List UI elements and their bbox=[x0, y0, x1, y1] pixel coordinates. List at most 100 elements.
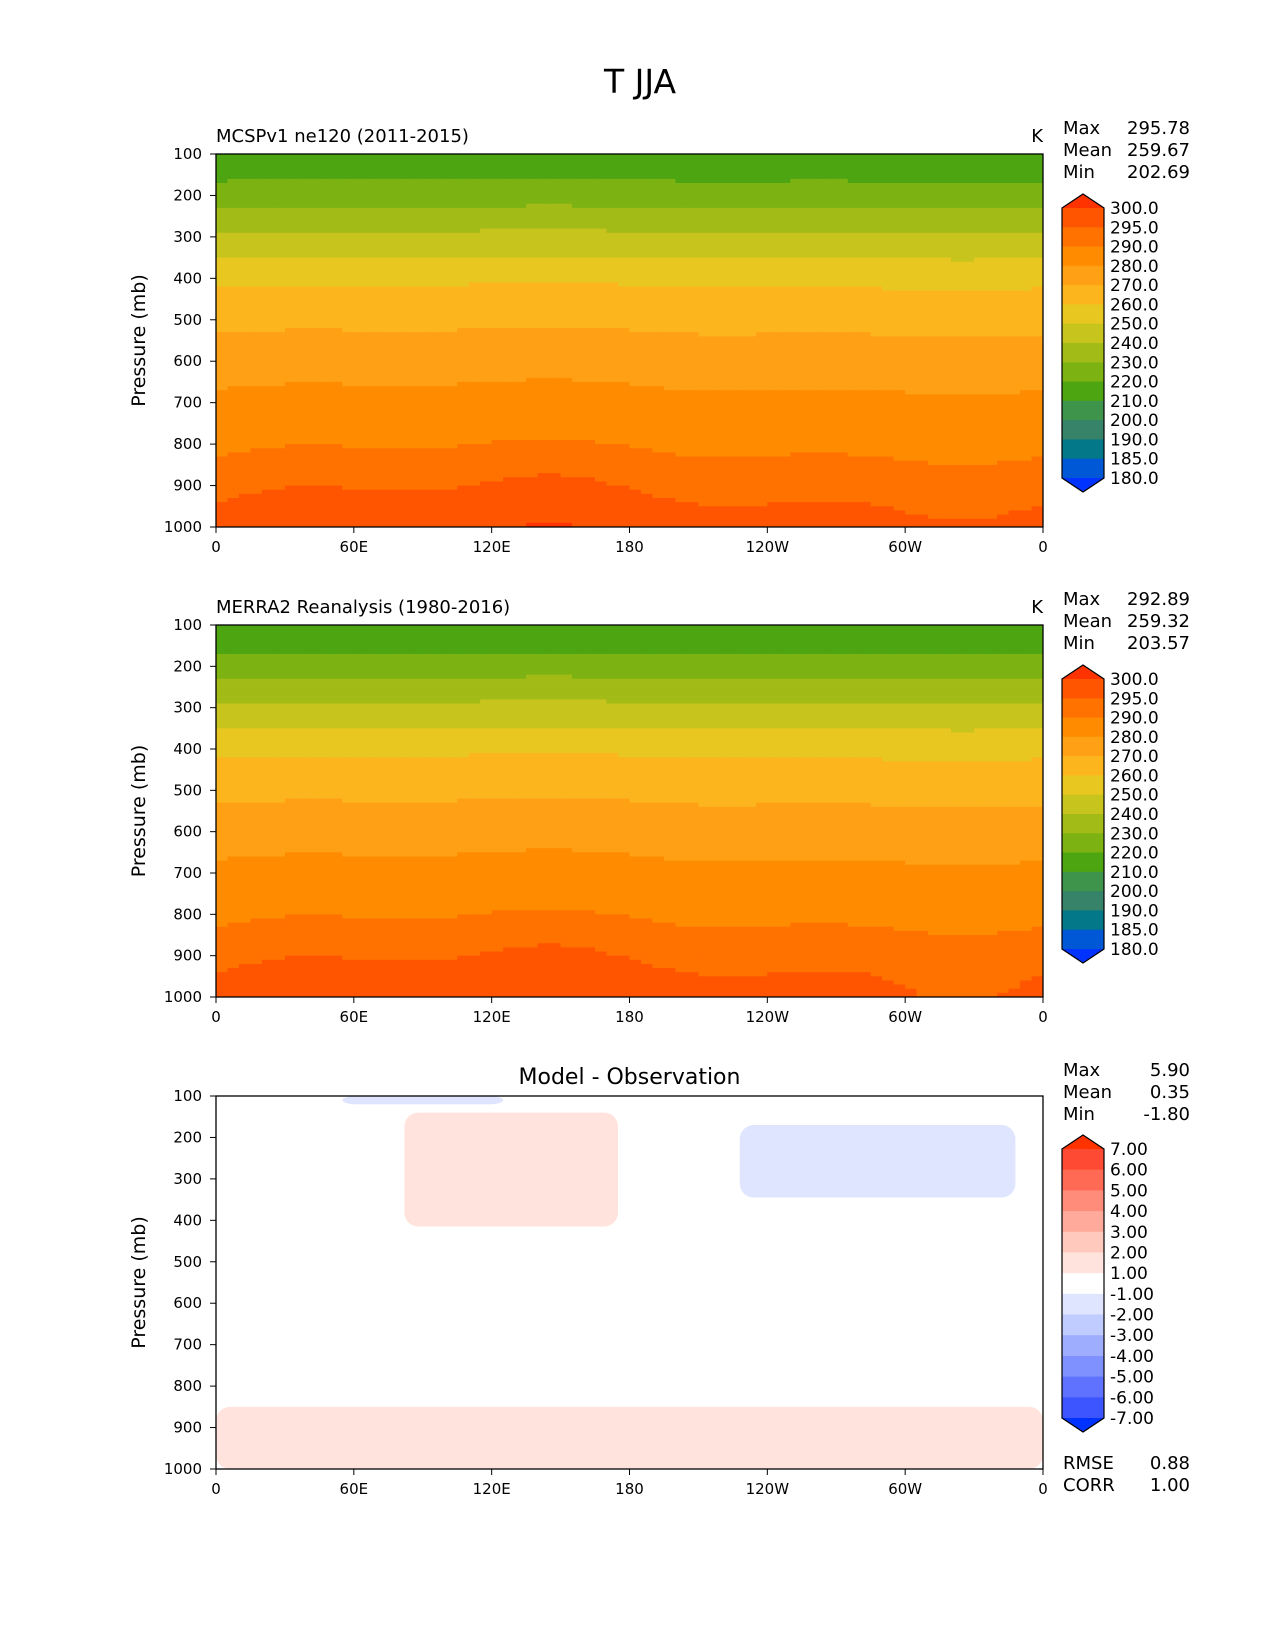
field-cell bbox=[778, 435, 791, 441]
field-cell bbox=[549, 315, 562, 321]
field-cell bbox=[801, 510, 814, 516]
field-cell bbox=[767, 220, 780, 226]
field-cell bbox=[537, 187, 550, 192]
field-cell bbox=[560, 282, 573, 288]
field-cell bbox=[261, 249, 275, 255]
field-cell bbox=[422, 460, 435, 466]
field-cell bbox=[836, 323, 849, 329]
field-cell bbox=[721, 431, 734, 437]
field-cell bbox=[480, 294, 493, 300]
field-cell bbox=[273, 361, 286, 366]
field-cell bbox=[836, 224, 849, 230]
field-cell bbox=[273, 473, 286, 478]
field-cell bbox=[813, 315, 826, 321]
field-cell bbox=[296, 448, 309, 453]
field-cell bbox=[640, 232, 654, 238]
field-cell bbox=[583, 183, 596, 188]
field-cell bbox=[319, 203, 332, 209]
field-cell bbox=[468, 195, 481, 201]
field-cell bbox=[813, 406, 826, 412]
field-cell bbox=[778, 518, 791, 524]
field-cell bbox=[778, 232, 791, 238]
field-cell bbox=[549, 352, 562, 358]
field-cell bbox=[847, 323, 860, 329]
field-cell bbox=[273, 377, 286, 383]
field-cell bbox=[732, 265, 745, 271]
field-cell bbox=[376, 481, 389, 487]
field-cell bbox=[480, 344, 493, 350]
field-cell bbox=[801, 261, 814, 267]
field-cell bbox=[342, 257, 355, 263]
field-cell bbox=[698, 485, 711, 491]
field-cell bbox=[284, 477, 298, 483]
field-cell bbox=[698, 497, 711, 503]
field-cell bbox=[618, 348, 631, 354]
field-cell bbox=[503, 514, 516, 520]
field-cell bbox=[365, 207, 378, 213]
field-cell bbox=[606, 228, 619, 234]
field-cell bbox=[801, 419, 814, 424]
field-cell bbox=[801, 166, 814, 172]
field-cell bbox=[572, 423, 585, 429]
field-cell bbox=[330, 323, 343, 329]
field-cell bbox=[813, 224, 826, 230]
field-cell bbox=[595, 423, 608, 429]
field-cell bbox=[790, 170, 803, 176]
field-cell bbox=[468, 518, 481, 524]
field-cell bbox=[250, 340, 263, 346]
field-cell bbox=[732, 162, 745, 168]
field-cell bbox=[744, 224, 757, 230]
field-cell bbox=[365, 323, 378, 329]
field-cell bbox=[216, 261, 229, 267]
field-cell bbox=[732, 460, 745, 466]
field-cell bbox=[663, 323, 677, 329]
field-cell bbox=[216, 191, 229, 197]
field-cell bbox=[238, 178, 252, 184]
field-cell bbox=[813, 158, 826, 163]
field-cell bbox=[526, 253, 539, 259]
field-cell bbox=[411, 340, 424, 346]
field-cell bbox=[388, 261, 401, 267]
field-cell bbox=[847, 261, 860, 267]
field-cell bbox=[732, 439, 745, 445]
field-cell bbox=[813, 369, 826, 375]
field-cell bbox=[273, 514, 286, 520]
field-cell bbox=[640, 352, 654, 358]
field-cell bbox=[376, 489, 389, 495]
field-cell bbox=[468, 481, 481, 487]
field-cell bbox=[342, 241, 355, 246]
field-cell bbox=[618, 373, 631, 379]
field-cell bbox=[250, 373, 263, 379]
field-cell bbox=[261, 427, 275, 433]
field-cell bbox=[296, 278, 309, 284]
field-cell bbox=[836, 236, 849, 242]
field-cell bbox=[537, 386, 550, 391]
field-cell bbox=[445, 249, 458, 255]
field-cell bbox=[778, 174, 791, 180]
field-cell bbox=[319, 390, 332, 395]
field-cell bbox=[480, 402, 493, 408]
field-cell bbox=[365, 241, 378, 246]
field-cell bbox=[445, 299, 458, 304]
field-cell bbox=[319, 510, 332, 516]
field-cell bbox=[238, 377, 252, 383]
field-cell bbox=[514, 332, 527, 337]
field-cell bbox=[836, 373, 849, 379]
field-cell bbox=[560, 278, 573, 284]
field-cell bbox=[560, 493, 573, 499]
field-cell bbox=[216, 439, 229, 445]
field-cell bbox=[698, 328, 711, 333]
field-cell bbox=[572, 452, 585, 458]
field-cell bbox=[330, 506, 343, 512]
field-cell bbox=[261, 369, 275, 375]
field-cell bbox=[514, 212, 527, 217]
field-cell bbox=[399, 253, 412, 259]
field-cell bbox=[480, 502, 493, 507]
field-cell bbox=[640, 158, 654, 163]
field-cell bbox=[721, 203, 734, 209]
field-cell bbox=[744, 410, 757, 416]
field-cell bbox=[560, 336, 573, 342]
field-cell bbox=[365, 154, 378, 159]
field-cell bbox=[836, 506, 849, 512]
field-cell bbox=[813, 282, 826, 288]
